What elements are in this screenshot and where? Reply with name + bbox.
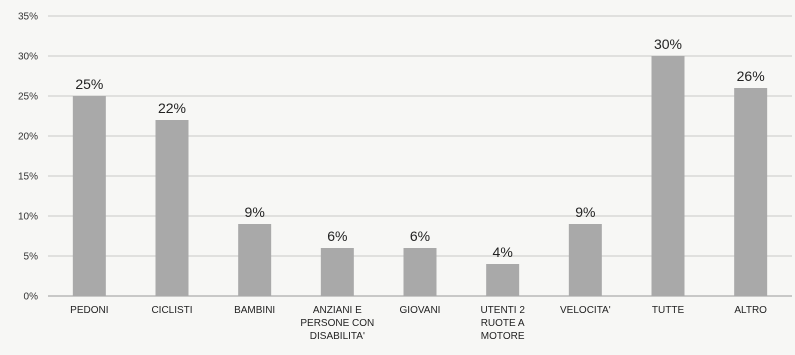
data-label: 9%: [245, 204, 265, 220]
x-axis-labels: PEDONI CICLISTI BAMBINI ANZIANI E PERSONE CO…: [70, 305, 767, 342]
category-label: CICLISTI: [151, 305, 192, 316]
bar: [320, 248, 354, 296]
data-label: 6%: [410, 228, 430, 244]
data-label: 9%: [575, 204, 595, 220]
data-label: 6%: [327, 228, 347, 244]
bar: [651, 56, 685, 296]
bar: [486, 264, 520, 296]
bar: [72, 96, 106, 296]
y-tick-label: 10%: [18, 212, 38, 223]
category-label: GIOVANI: [400, 305, 441, 316]
category-label: UTENTI 2 RUOTE A MOTORE: [480, 305, 525, 342]
category-label: PEDONI: [70, 305, 108, 316]
data-labels: 25% 22% 9% 6% 6% 4% 9% 30% 26%: [75, 36, 764, 260]
y-tick-label: 20%: [18, 132, 38, 143]
category-label: TUTTE: [652, 305, 685, 316]
data-label: 22%: [158, 100, 186, 116]
y-tick-label: 25%: [18, 92, 38, 103]
data-label: 4%: [493, 244, 513, 260]
data-label: 26%: [737, 68, 765, 84]
bar: [403, 248, 437, 296]
bars: [72, 56, 768, 296]
category-label: ANZIANI E PERSONE CON DISABILITA': [300, 305, 374, 342]
y-tick-label: 0%: [24, 292, 39, 303]
bar: [734, 88, 768, 296]
bar: [155, 120, 189, 296]
y-tick-label: 5%: [24, 252, 39, 263]
y-tick-label: 30%: [18, 52, 38, 63]
category-label: VELOCITA': [560, 305, 611, 316]
category-label: ALTRO: [734, 305, 767, 316]
data-label: 25%: [75, 76, 103, 92]
y-tick-label: 15%: [18, 172, 38, 183]
bar: [238, 224, 272, 296]
y-tick-label: 35%: [18, 12, 38, 23]
data-label: 30%: [654, 36, 682, 52]
y-axis-ticks: 0% 5% 10% 15% 20% 25% 30% 35%: [18, 12, 38, 303]
category-label: BAMBINI: [234, 305, 275, 316]
bar: [568, 224, 602, 296]
